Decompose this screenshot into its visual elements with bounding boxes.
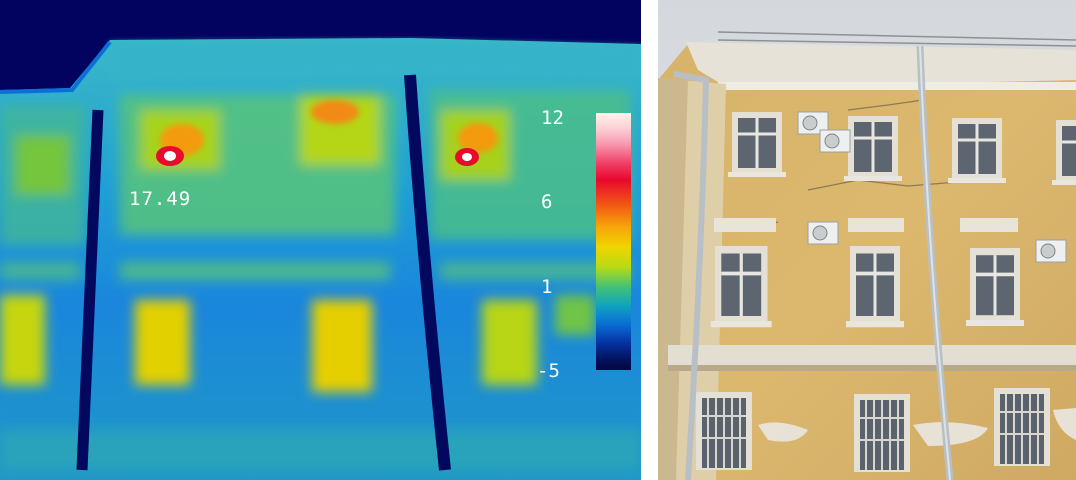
thermal-image-panel: 17.49 12 6 1 -5 [0,0,641,480]
thermal-image [0,38,641,480]
visual-photo-panel [658,0,1076,480]
plaster-patches [758,408,1076,446]
windows-middle-row [708,218,1026,330]
building-photo [658,0,1076,480]
drainpipe-photo-left [673,71,710,480]
scale-label-upper: 6 [541,191,553,213]
scale-label-min: -5 [537,360,560,382]
scale-label-max: 12 [541,107,564,129]
roof-railing [717,31,1076,47]
drainpipe-right [404,74,451,471]
thermal-building [0,38,641,480]
windows-lower-row-barred [695,387,1051,473]
drainpipe-left [76,109,104,471]
scale-label-lower: 1 [541,276,553,298]
temperature-color-scale [596,113,631,370]
spot-temperature-readout: 17.49 [129,188,192,210]
